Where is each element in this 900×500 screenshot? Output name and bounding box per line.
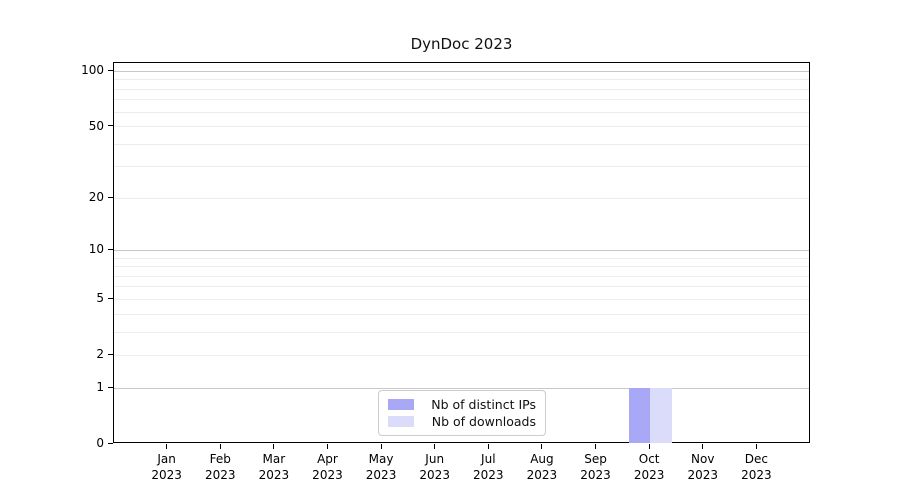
y-tick-mark (108, 353, 113, 355)
legend-swatch (388, 399, 414, 410)
x-tick-label-apr: Apr 2023 (312, 451, 343, 483)
x-tick-month: May (368, 452, 394, 466)
gridline-minor (114, 99, 809, 101)
x-tick-label-may: May 2023 (366, 451, 397, 483)
x-tick-label-nov: Nov 2023 (687, 451, 718, 483)
y-tick-label: 100 (81, 63, 104, 78)
x-tick-month: Aug (530, 452, 554, 466)
x-tick-month: Oct (638, 452, 660, 466)
legend: Nb of distinct IPs Nb of downloads (378, 390, 546, 436)
gridline-major (114, 249, 809, 251)
x-tick-mark (487, 444, 489, 449)
x-tick-mark (541, 444, 543, 449)
x-tick-year: 2023 (258, 468, 290, 482)
x-tick-label-jun: Jun 2023 (419, 451, 450, 483)
gridline-minor (114, 354, 809, 356)
legend-label: Nb of distinct IPs (431, 397, 536, 412)
x-tick-label-jan: Jan 2023 (151, 451, 182, 483)
x-tick-mark (702, 444, 704, 449)
gridline-minor (114, 275, 809, 277)
gridline-minor (114, 111, 809, 113)
gridline-minor (114, 79, 809, 81)
x-tick-mark (380, 444, 382, 449)
legend-row: Nb of downloads (388, 413, 536, 430)
legend-label: Nb of downloads (431, 414, 536, 429)
gridline-minor (114, 331, 809, 333)
y-tick-mark (108, 196, 113, 198)
gridline-minor (114, 257, 809, 259)
x-tick-label-feb: Feb 2023 (205, 451, 236, 483)
x-tick-mark (755, 444, 757, 449)
bar-oct-distinct-ips (628, 388, 651, 443)
gridline-minor (114, 166, 809, 168)
x-tick-year: 2023 (151, 468, 182, 482)
x-tick-label-dec: Dec 2023 (741, 451, 772, 483)
y-tick-label: 5 (96, 291, 104, 306)
y-tick-label: 50 (88, 118, 104, 133)
x-tick-year: 2023 (473, 468, 504, 482)
y-tick-mark (108, 125, 113, 127)
y-tick-label: 1 (96, 380, 104, 395)
gridline-minor (114, 266, 809, 268)
y-tick-label: 2 (96, 347, 104, 362)
x-tick-month: Feb (209, 452, 231, 466)
y-tick-mark (108, 386, 113, 388)
y-tick-label: 20 (88, 190, 104, 205)
x-tick-month: Jun (425, 452, 445, 466)
x-tick-year: 2023 (687, 468, 719, 482)
y-tick-mark (108, 248, 113, 250)
gridline-minor (114, 298, 809, 300)
y-tick-mark (108, 297, 113, 299)
x-tick-mark (595, 444, 597, 449)
x-tick-year: 2023 (526, 468, 558, 482)
x-tick-label-sep: Sep 2023 (580, 451, 611, 483)
chart-title: DynDoc 2023 (410, 35, 513, 53)
gridline-major (114, 387, 809, 389)
x-tick-year: 2023 (633, 468, 665, 482)
y-tick-mark (108, 442, 113, 444)
x-tick-year: 2023 (365, 468, 397, 482)
x-tick-year: 2023 (312, 468, 343, 482)
gridline-minor (114, 313, 809, 315)
x-tick-year: 2023 (741, 468, 772, 482)
gridline-minor (114, 197, 809, 199)
legend-row: Nb of distinct IPs (388, 396, 536, 413)
x-tick-label-mar: Mar 2023 (259, 451, 290, 483)
gridline-major (114, 70, 809, 72)
x-tick-mark (326, 444, 328, 449)
x-tick-month: Sep (584, 452, 607, 466)
x-tick-month: Dec (744, 452, 768, 466)
gridline-minor (114, 126, 809, 128)
gridline-minor (114, 286, 809, 288)
x-tick-year: 2023 (580, 468, 611, 482)
gridline-minor (114, 143, 809, 145)
y-tick-mark (108, 69, 113, 71)
y-tick-label: 10 (88, 242, 104, 257)
x-tick-year: 2023 (204, 468, 236, 482)
x-tick-mark (219, 444, 221, 449)
x-tick-year: 2023 (419, 468, 450, 482)
x-tick-month: Nov (691, 452, 715, 466)
x-tick-label-jul: Jul 2023 (473, 451, 504, 483)
x-tick-mark (273, 444, 275, 449)
plot-area (113, 62, 810, 443)
gridline-minor (114, 88, 809, 90)
y-tick-label: 0 (96, 436, 104, 450)
x-tick-month: Mar (262, 452, 286, 466)
bar-oct-downloads (650, 388, 672, 443)
x-tick-label-oct: Oct 2023 (634, 451, 665, 483)
x-tick-mark (648, 444, 650, 449)
x-tick-mark (434, 444, 436, 449)
x-tick-month: Jan (157, 452, 176, 466)
x-tick-mark (166, 444, 168, 449)
x-tick-label-aug: Aug 2023 (527, 451, 558, 483)
x-tick-month: Apr (317, 452, 338, 466)
x-tick-month: Jul (481, 452, 496, 466)
legend-swatch (388, 416, 414, 427)
